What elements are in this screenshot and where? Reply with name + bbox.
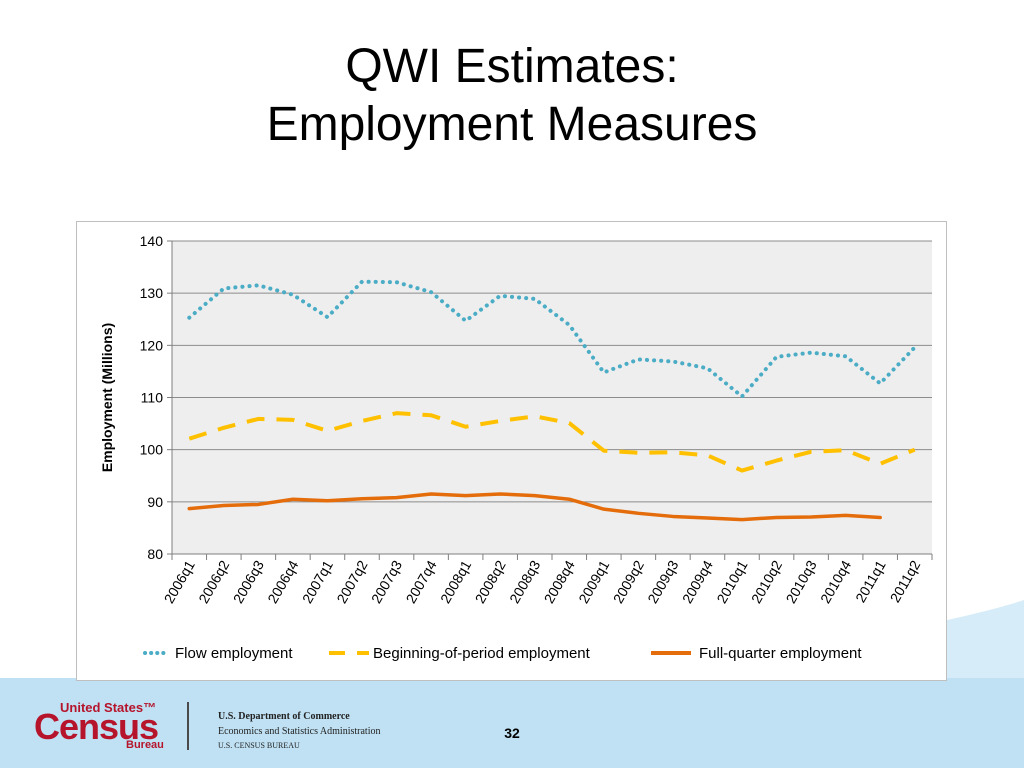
y-tick-label: 90 [147,494,163,510]
employment-line-chart: 80901001101201301402006q12006q22006q3200… [99,233,933,662]
logo-divider [187,702,189,750]
series-dashed-group [188,411,916,473]
series-dotted-group [187,279,917,399]
footer-band [0,678,1024,768]
y-tick-label: 130 [140,285,164,301]
x-tick-label: 2007q2 [333,557,370,606]
legend-label: Full-quarter employment [699,645,862,662]
x-tick-label: 2006q2 [195,557,232,606]
y-tick-label: 80 [147,546,163,562]
x-tick-label: 2009q2 [610,557,647,606]
x-tick-label: 2007q1 [299,557,336,606]
slide-title: QWI Estimates: Employment Measures [0,38,1024,154]
x-tick-label: 2007q4 [402,557,439,606]
page-number: 32 [504,725,520,741]
series-line-dotted [187,279,917,399]
logo-bottom-text: Bureau [126,739,164,751]
series-line-dashed [188,411,916,473]
y-tick-label: 110 [141,390,164,406]
y-axis-label: Employment (Millions) [99,323,115,472]
x-tick-label: 2009q4 [679,557,716,606]
slide-title-line-2: Employment Measures [266,98,758,151]
series-line-solid [187,492,882,522]
slide-title-line-1: QWI Estimates: [345,40,679,93]
department-block: U.S. Department of Commerce Economics an… [218,709,381,752]
series-solid-group [187,492,882,522]
legend-label: Flow employment [175,645,293,662]
x-tick-label: 2010q1 [713,557,750,606]
logo-main-text: Census [34,706,159,747]
census-bureau-logo: United States™ Census Bureau [34,700,174,752]
x-tick-label: 2008q1 [437,557,474,606]
x-tick-label: 2007q3 [368,557,405,606]
y-tick-label: 100 [140,442,164,458]
dept-line-2: Economics and Statistics Administration [218,726,381,737]
x-tick-label: 2008q2 [472,557,509,606]
x-tick-label: 2010q3 [782,557,819,606]
x-tick-label: 2010q4 [817,557,854,606]
y-tick-label: 120 [140,337,164,353]
x-tick-label: 2010q2 [748,557,785,606]
logo-top-text: United States™ [60,700,157,715]
chart-container: 80 90 100 110 120 130 140 2006q1 2006q2 2006q3 200… [76,221,947,681]
legend-label: Beginning-of-period employment [373,645,591,662]
x-tick-label: 2006q1 [161,557,198,606]
x-tick-label: 2008q3 [506,557,543,606]
dept-line-1: U.S. Department of Commerce [218,711,350,722]
x-tick-label: 2011q2 [887,557,924,605]
x-tick-label: 2009q1 [575,557,612,606]
x-tick-label: 2006q3 [230,557,267,606]
x-tick-label: 2011q1 [852,557,889,605]
x-tick-label: 2009q3 [644,557,681,606]
x-tick-label: 2008q4 [541,557,578,606]
x-tick-label: 2006q4 [264,557,301,606]
dept-line-3: U.S. CENSUS BUREAU [218,741,300,750]
y-tick-label: 140 [140,233,164,249]
